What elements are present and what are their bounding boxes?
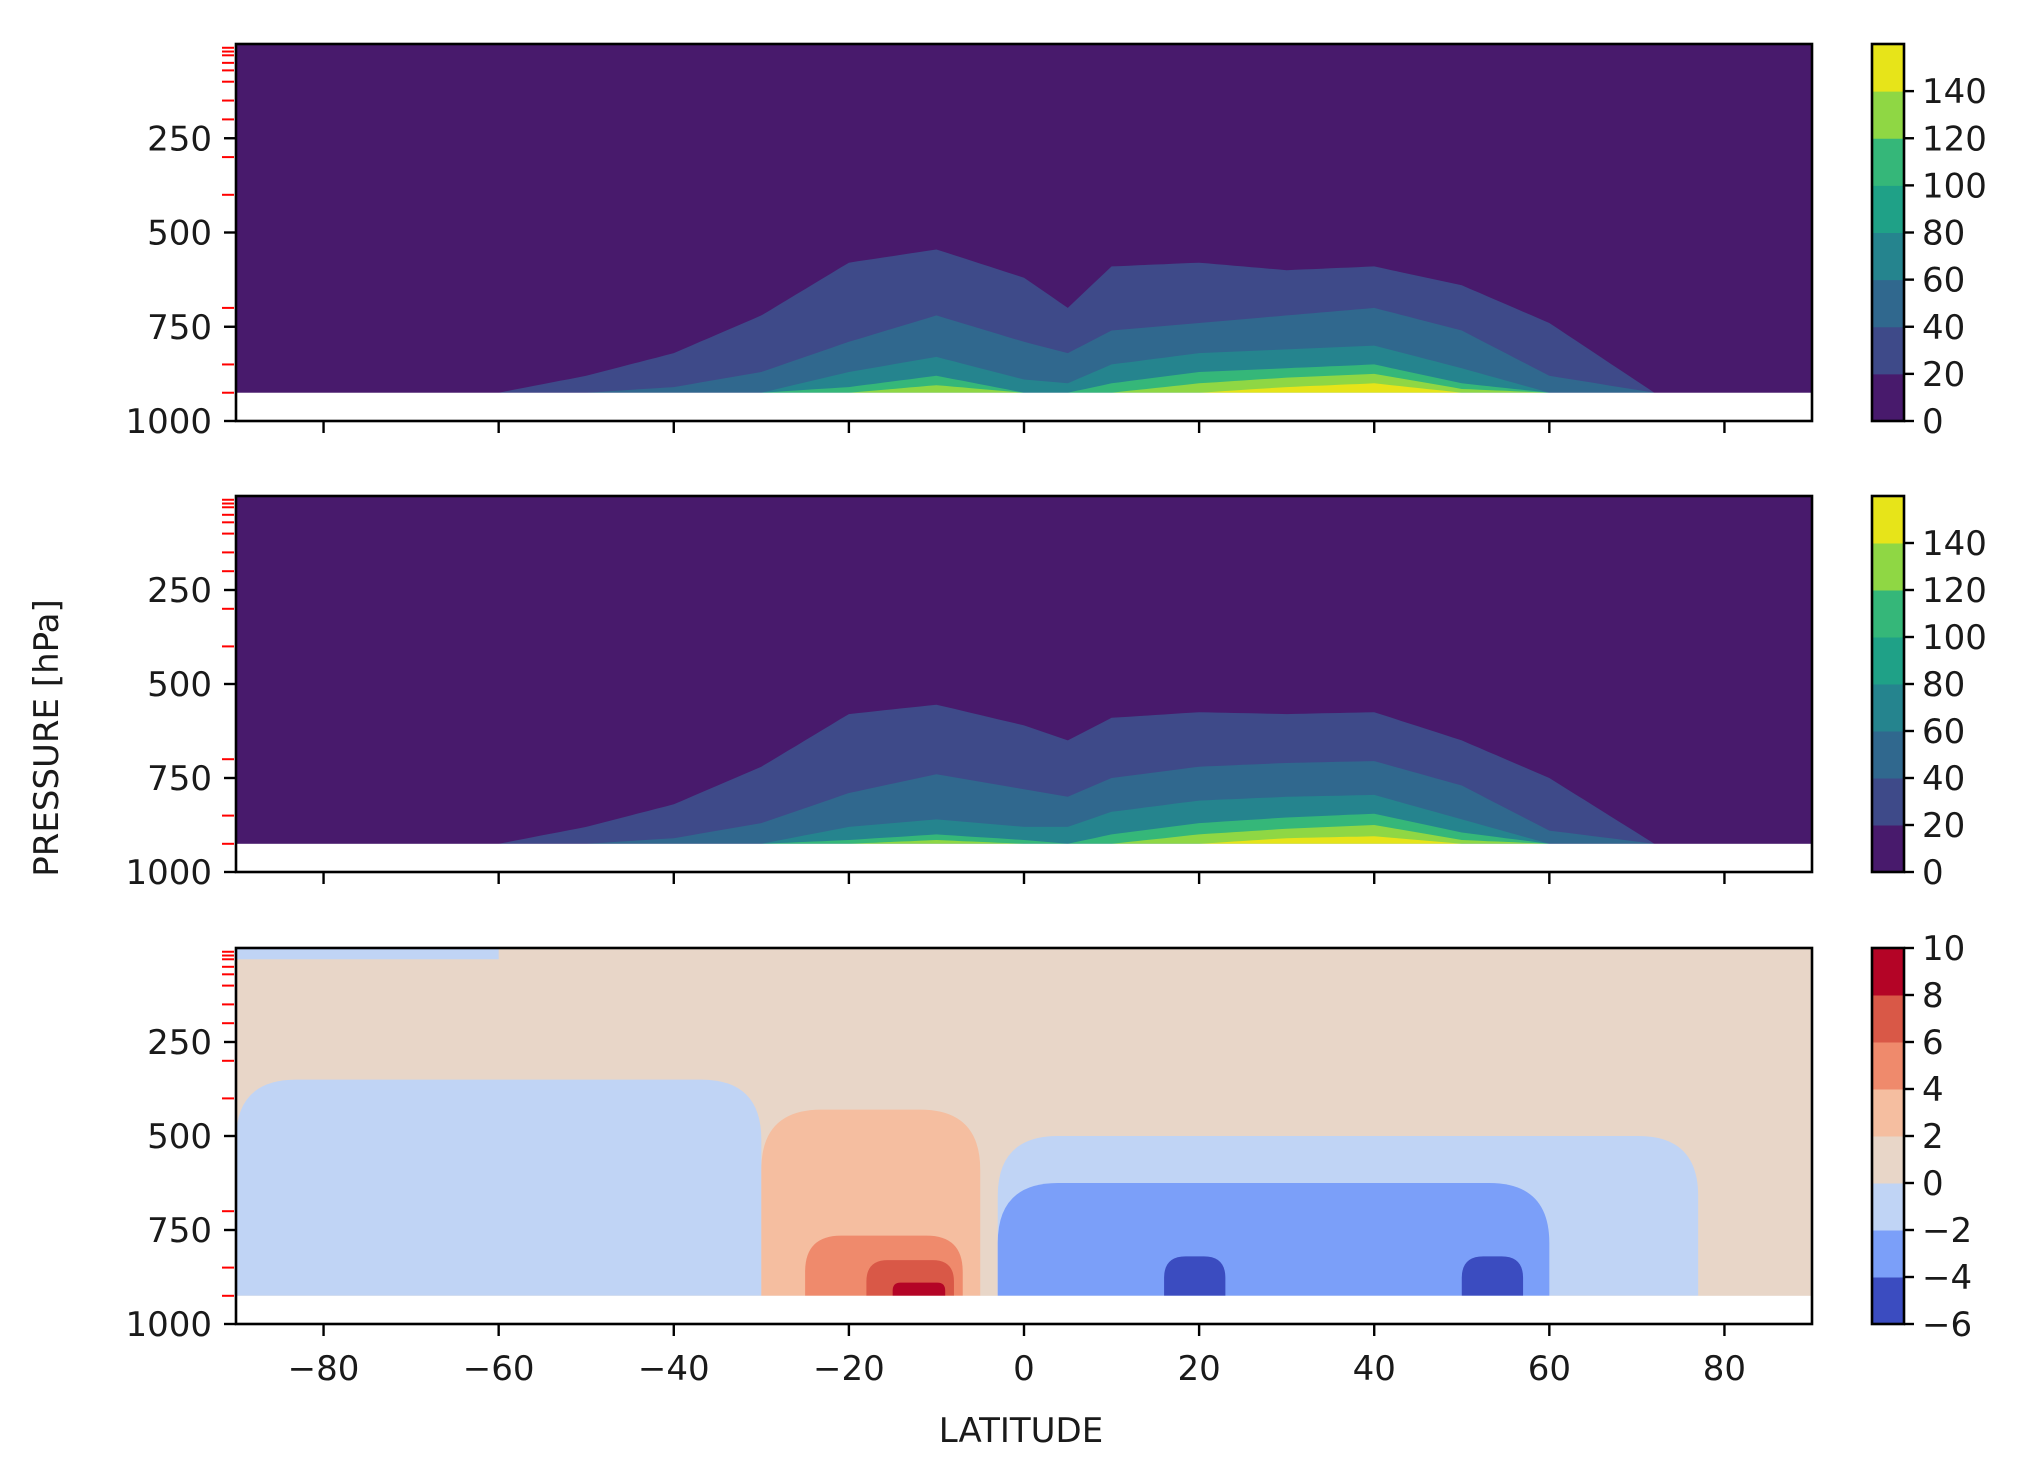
x-tick-label: 0 xyxy=(1013,1349,1035,1389)
below-surface-mask xyxy=(236,392,1812,421)
colorbar-tick-label: −6 xyxy=(1922,1305,1972,1345)
x-tick-label: 80 xyxy=(1703,1349,1746,1389)
x-tick-label: −20 xyxy=(813,1349,885,1389)
colorbar-tick-label: 10 xyxy=(1922,929,1965,969)
colorbar-tick-label: 100 xyxy=(1922,618,1987,658)
colorbar-segment xyxy=(1872,1277,1904,1325)
colorbar-tick-label: 0 xyxy=(1922,1164,1944,1204)
colorbar-segment xyxy=(1872,138,1904,186)
colorbar-tick-label: 80 xyxy=(1922,665,1965,705)
y-tick-label: 500 xyxy=(147,665,212,705)
colorbar-segment xyxy=(1872,91,1904,139)
colorbar-tick-label: −4 xyxy=(1922,1258,1972,1298)
x-tick-label: 40 xyxy=(1353,1349,1396,1389)
colorbar-tick-label: 120 xyxy=(1922,571,1987,611)
x-tick-label: −60 xyxy=(463,1349,535,1389)
contour-fill-m6-m4 xyxy=(1461,1256,1524,1296)
colorbar-segment xyxy=(1872,684,1904,732)
panel-top-precipitable: 250 500 750 1000 0 20 40 60 80 100 120 140 xyxy=(125,42,1987,442)
colorbar-tick-label: 4 xyxy=(1922,1070,1944,1110)
colorbar-tick-label: 20 xyxy=(1922,806,1965,846)
colorbar-segment xyxy=(1872,496,1904,544)
colorbar-tick-label: 100 xyxy=(1922,166,1987,206)
colorbar-segment xyxy=(1872,44,1904,92)
y-axis-label: PRESSURE [hPa] xyxy=(27,599,67,876)
colorbar-segment xyxy=(1872,778,1904,826)
colorbar-segment xyxy=(1872,825,1904,873)
colorbar-segment xyxy=(1872,185,1904,233)
colorbar-segment xyxy=(1872,590,1904,638)
x-tick-label: −40 xyxy=(638,1349,710,1389)
colorbar-tick-label: 60 xyxy=(1922,712,1965,752)
contour-fill-120-140 xyxy=(498,383,1655,393)
colorbar-tick-label: 120 xyxy=(1922,119,1987,159)
colorbar-segment xyxy=(1872,326,1904,375)
colorbar-segment xyxy=(1872,995,1904,1043)
y-tick-label: 1000 xyxy=(125,1305,212,1345)
contour-fill-120-140 xyxy=(498,836,1655,844)
y-tick-label: 250 xyxy=(147,1023,212,1063)
y-tick-label: 500 xyxy=(147,214,212,254)
colorbar-tick-label: 140 xyxy=(1922,72,1987,112)
contour-fill-8-10 xyxy=(892,1282,946,1296)
y-tick-label: 1000 xyxy=(125,853,212,893)
x-tick-label: −80 xyxy=(288,1349,360,1389)
below-surface-mask xyxy=(236,843,1812,872)
colorbar-segment xyxy=(1872,373,1904,422)
colorbar-segment xyxy=(1872,948,1904,996)
colorbar-segment xyxy=(1872,731,1904,779)
colorbar-segment xyxy=(1872,1230,1904,1278)
x-tick-label: 20 xyxy=(1177,1349,1220,1389)
y-tick-label: 1000 xyxy=(125,402,212,442)
colorbar-tick-label: 6 xyxy=(1922,1023,1944,1063)
colorbar-tick-label: 2 xyxy=(1922,1117,1944,1157)
y-tick-label: 250 xyxy=(147,571,212,611)
colorbar-tick-label: 0 xyxy=(1922,402,1944,442)
colorbar-segment xyxy=(1872,637,1904,685)
y-tick-label: 500 xyxy=(147,1117,212,1157)
colorbar-tick-label: 80 xyxy=(1922,214,1965,254)
contour-fill-m6-m4 xyxy=(1164,1256,1226,1296)
y-tick-label: 750 xyxy=(147,759,212,799)
colorbar-segment xyxy=(1872,232,1904,281)
colorbar-tick-label: 0 xyxy=(1922,853,1944,893)
contour-fill-m4-m2 xyxy=(997,1183,1550,1296)
x-tick-label: 60 xyxy=(1528,1349,1571,1389)
colorbar-segment xyxy=(1872,1042,1904,1090)
y-tick-label: 250 xyxy=(147,119,212,159)
colorbar-tick-label: 40 xyxy=(1922,759,1965,799)
colorbar-segment xyxy=(1872,1089,1904,1137)
colorbar-segment xyxy=(1872,543,1904,591)
y-tick-label: 750 xyxy=(147,1211,212,1251)
x-axis-label: LATITUDE xyxy=(939,1411,1103,1451)
colorbar-tick-label: −2 xyxy=(1922,1211,1972,1251)
colorbar-tick-label: 8 xyxy=(1922,976,1944,1016)
panel-middle-precipitable: 250 500 750 1000 0 20 40 60 80 100 120 140 xyxy=(125,494,1987,893)
colorbar-tick-label: 20 xyxy=(1922,355,1965,395)
contour-fill-m2-0 xyxy=(236,1079,762,1296)
below-surface-mask xyxy=(236,1295,1812,1324)
colorbar-tick-label: 60 xyxy=(1922,261,1965,301)
y-tick-label: 750 xyxy=(147,308,212,348)
colorbar-segment xyxy=(1872,1136,1904,1184)
colorbar-tick-label: 40 xyxy=(1922,308,1965,348)
colorbar-tick-label: 140 xyxy=(1922,524,1987,564)
colorbar-segment xyxy=(1872,279,1904,328)
contour-fill-upper-negative xyxy=(236,948,499,960)
colorbar-segment xyxy=(1872,1183,1904,1231)
